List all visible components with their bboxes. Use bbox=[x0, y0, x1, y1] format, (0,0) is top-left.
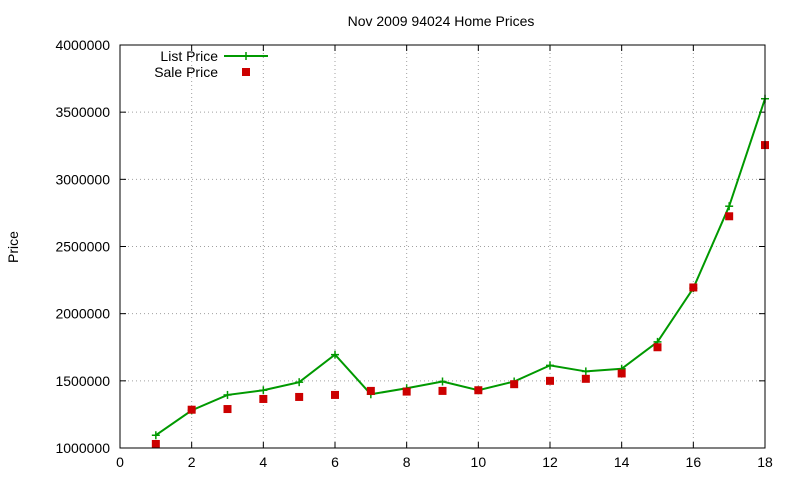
list-price-point bbox=[259, 386, 268, 395]
sale-price-point bbox=[653, 343, 662, 352]
sale-price-point bbox=[725, 212, 734, 221]
x-tick-label: 8 bbox=[403, 454, 411, 470]
x-tick-label: 2 bbox=[188, 454, 196, 470]
sale-price-point bbox=[151, 439, 160, 448]
x-tick-label: 16 bbox=[686, 454, 702, 470]
series-list-price bbox=[151, 94, 769, 440]
list-price-point bbox=[151, 431, 160, 440]
sale-price-point bbox=[187, 405, 196, 414]
sale-price-point bbox=[474, 386, 483, 395]
legend-plus-marker bbox=[242, 52, 250, 60]
legend-label: List Price bbox=[160, 48, 218, 64]
sale-price-point bbox=[510, 380, 519, 389]
sale-price-point bbox=[223, 405, 232, 414]
x-tick-label: 6 bbox=[331, 454, 339, 470]
y-tick-label: 3500000 bbox=[55, 104, 110, 120]
sale-price-point bbox=[546, 376, 554, 385]
x-tick-label: 18 bbox=[757, 454, 773, 470]
sale-price-point bbox=[295, 392, 304, 401]
x-tick-label: 12 bbox=[542, 454, 558, 470]
legend-label: Sale Price bbox=[154, 64, 218, 80]
y-tick-label: 1500000 bbox=[55, 373, 110, 389]
sale-price-point bbox=[617, 369, 626, 378]
y-tick-label: 4000000 bbox=[55, 37, 110, 53]
list-price-point bbox=[725, 202, 734, 211]
list-price-point bbox=[223, 390, 232, 399]
y-tick-label: 3000000 bbox=[55, 171, 110, 187]
axis-ticks: 0 2 4 6 8 10 12 14 16 18 1000000 1500000 2000000 2500… bbox=[55, 37, 773, 470]
data-series bbox=[151, 94, 769, 448]
x-tick-label: 14 bbox=[614, 454, 630, 470]
list-price-point bbox=[546, 361, 554, 370]
x-tick-label: 10 bbox=[471, 454, 487, 470]
sale-price-point bbox=[689, 283, 698, 292]
sale-price-point bbox=[259, 394, 268, 403]
legend-square-marker bbox=[242, 68, 250, 76]
list-price-point bbox=[581, 367, 590, 376]
y-tick-label: 2500000 bbox=[55, 239, 110, 255]
y-tick-label: 1000000 bbox=[55, 440, 110, 456]
sale-price-point bbox=[366, 386, 375, 395]
sale-price-point bbox=[402, 387, 411, 396]
plot-frame bbox=[119, 44, 766, 449]
x-tick-label: 0 bbox=[116, 454, 124, 470]
list-price-point bbox=[331, 350, 339, 359]
y-tick-label: 2000000 bbox=[55, 306, 110, 322]
y-axis-label: Price bbox=[5, 231, 21, 263]
series-sale-price bbox=[151, 141, 769, 448]
x-tick-label: 4 bbox=[259, 454, 267, 470]
chart-title: Nov 2009 94024 Home Prices bbox=[348, 13, 535, 29]
sale-price-point bbox=[438, 386, 447, 395]
sale-price-point bbox=[581, 374, 590, 383]
list-price-line bbox=[155, 98, 766, 437]
list-price-point bbox=[295, 378, 304, 387]
list-price-point bbox=[438, 377, 447, 386]
sale-price-point bbox=[331, 390, 339, 399]
